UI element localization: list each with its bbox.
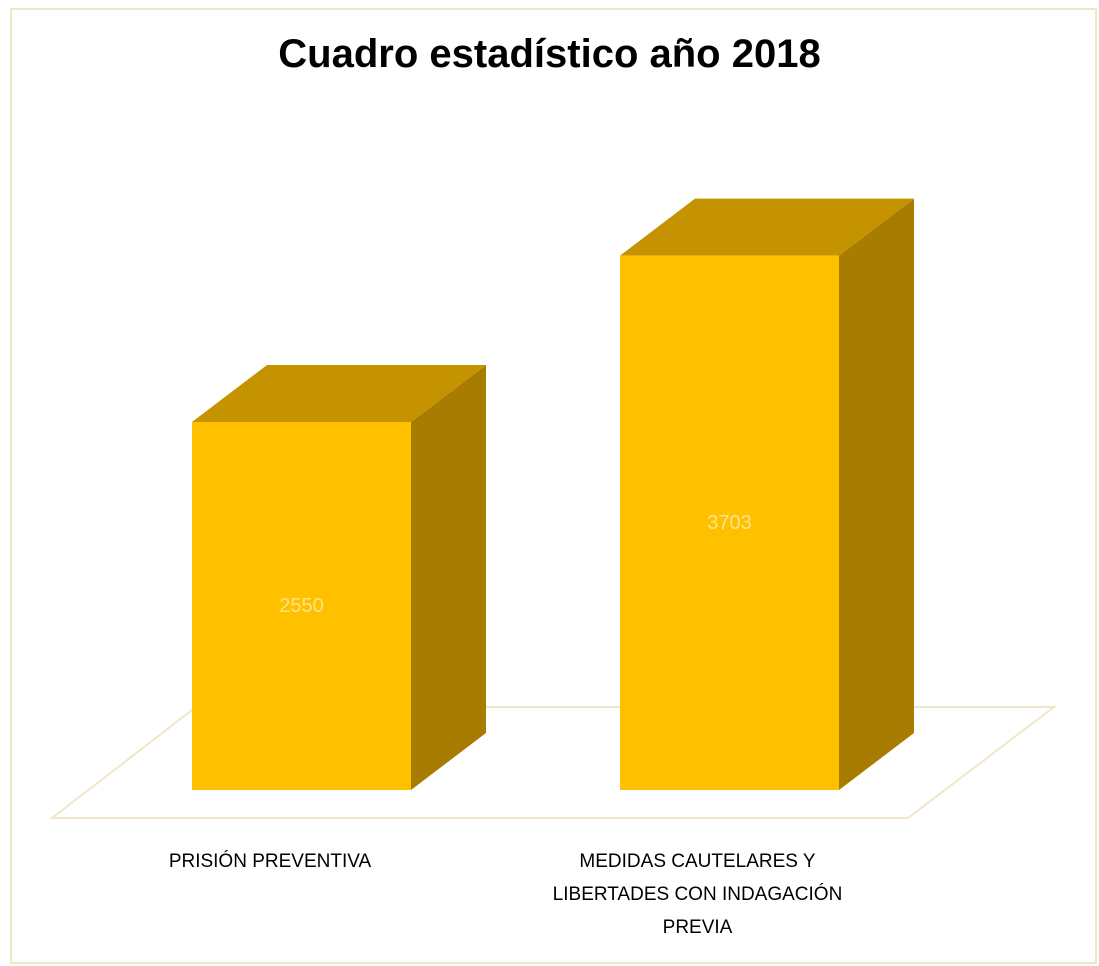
bar-medidas-cautelares [620, 255, 839, 791]
category-label-prision-preventiva: PRISIÓN PREVENTIVA [168, 851, 372, 872]
bar-top-medidas-cautelares [620, 198, 914, 256]
category-label-medidas-cautelares: MEDIDAS CAUTELARES Y LIBERTADES CON INDA… [552, 851, 843, 938]
chart-floor [49, 706, 1057, 819]
bar-side-prision-preventiva [411, 365, 486, 790]
bar-side-medidas-cautelares [839, 198, 914, 791]
bar-prision-preventiva [192, 422, 411, 790]
chart-frame [10, 8, 1097, 964]
bar-top-prision-preventiva [192, 365, 486, 422]
data-label-medidas-cautelares: 3703 [707, 512, 752, 534]
data-label-prision-preventiva: 2550 [279, 595, 324, 617]
chart-title: Cuadro estadístico año 2018 [278, 32, 821, 76]
